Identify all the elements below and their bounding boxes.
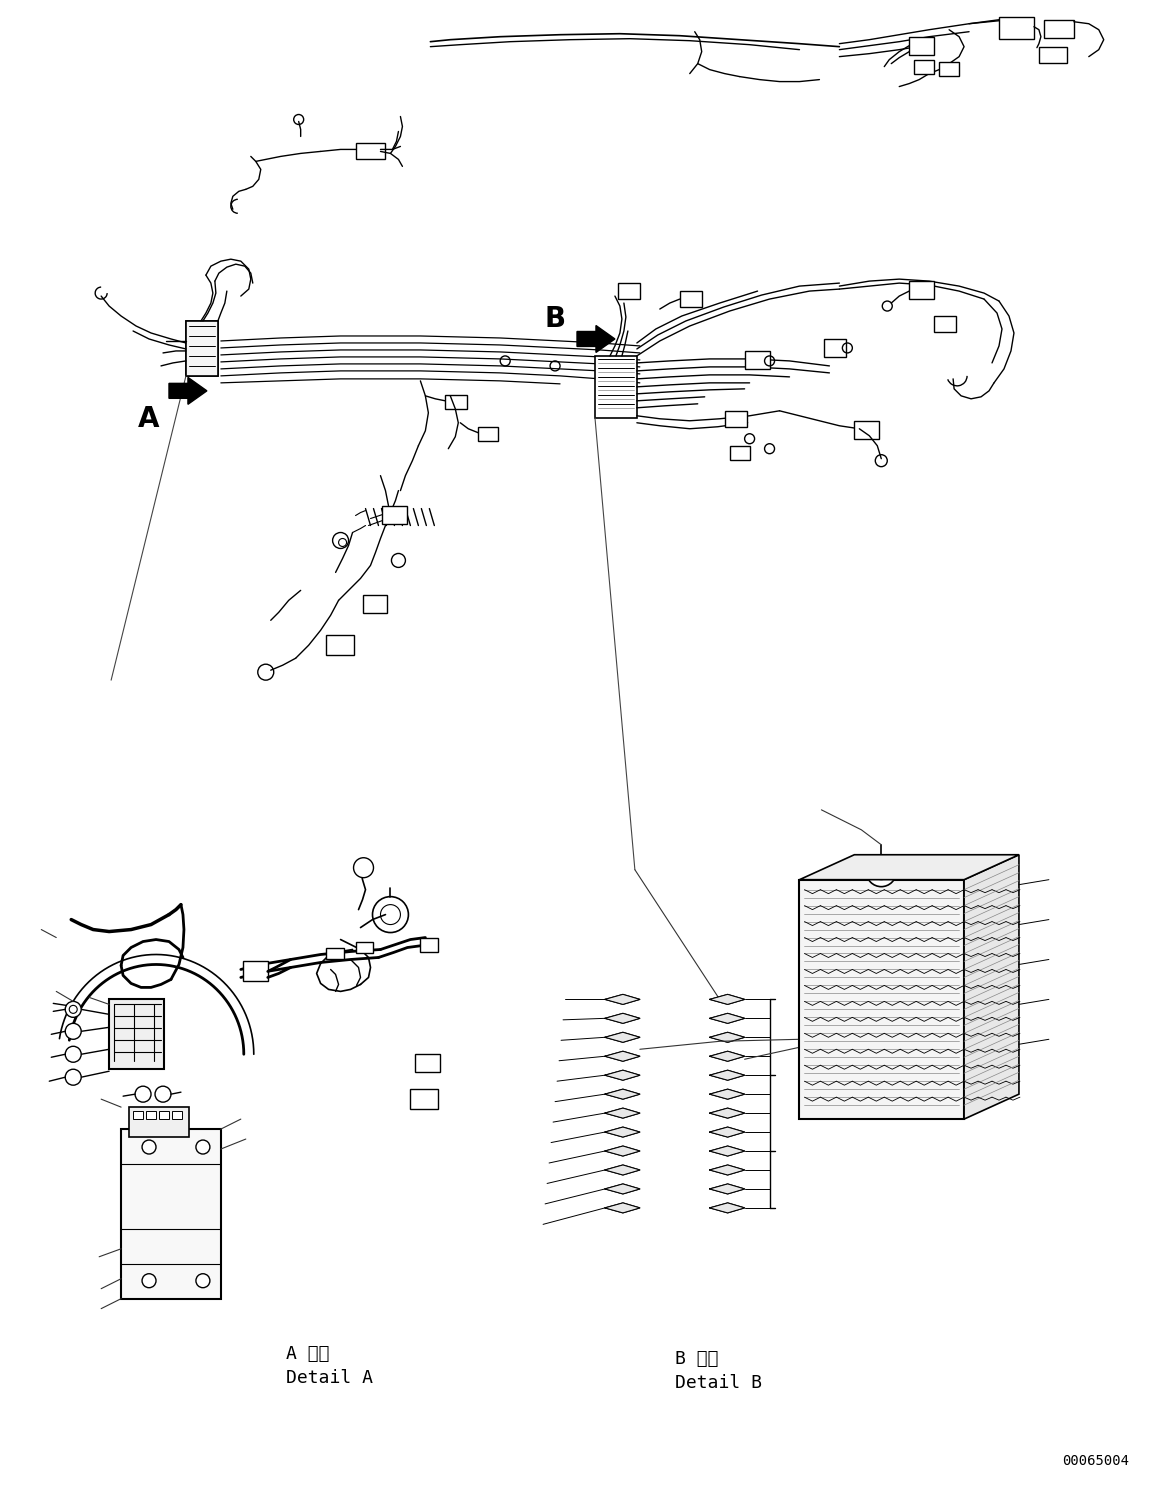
Polygon shape (709, 1089, 744, 1100)
Bar (1044, 19, 1073, 37)
Bar (159, 1112, 169, 1119)
Polygon shape (605, 1202, 640, 1213)
Bar (679, 292, 701, 307)
Bar (1039, 46, 1066, 62)
Bar (618, 283, 640, 299)
Bar (914, 60, 934, 73)
Polygon shape (605, 1126, 640, 1137)
Bar (934, 315, 956, 332)
Bar (363, 595, 387, 613)
Bar (326, 635, 354, 655)
Bar (478, 427, 498, 440)
Circle shape (354, 857, 373, 878)
Circle shape (195, 1274, 209, 1287)
Polygon shape (709, 1070, 744, 1080)
Polygon shape (605, 1070, 640, 1080)
Text: 00065004: 00065004 (1062, 1454, 1128, 1469)
Polygon shape (605, 1184, 640, 1193)
Polygon shape (799, 854, 1019, 879)
Bar (825, 339, 847, 357)
Bar (940, 61, 959, 76)
Circle shape (866, 857, 897, 887)
Polygon shape (605, 1089, 640, 1100)
Polygon shape (605, 1051, 640, 1061)
Bar (999, 16, 1034, 39)
Polygon shape (605, 1013, 640, 1024)
Circle shape (142, 1140, 156, 1155)
Bar (356, 143, 385, 159)
Polygon shape (709, 1051, 744, 1061)
Bar (186, 321, 217, 376)
Polygon shape (709, 1033, 744, 1042)
Circle shape (65, 1024, 81, 1039)
Bar (595, 356, 637, 418)
Text: B: B (544, 305, 565, 333)
Polygon shape (605, 994, 640, 1004)
Bar (109, 1000, 164, 1070)
Polygon shape (709, 1109, 744, 1117)
Circle shape (155, 1086, 171, 1103)
Text: A 詳細: A 詳細 (286, 1345, 329, 1363)
Circle shape (372, 897, 408, 933)
Bar (326, 948, 343, 960)
Circle shape (70, 1006, 77, 1013)
Polygon shape (605, 1146, 640, 1156)
Bar (909, 37, 934, 55)
Polygon shape (605, 1109, 640, 1117)
Bar (799, 879, 964, 1119)
Polygon shape (709, 1146, 744, 1156)
Circle shape (65, 1001, 81, 1018)
Circle shape (135, 1086, 151, 1103)
Circle shape (65, 1070, 81, 1085)
Circle shape (873, 863, 890, 879)
Bar (725, 411, 747, 427)
Polygon shape (964, 854, 1019, 1119)
Bar (147, 1112, 156, 1119)
Bar (420, 937, 438, 951)
Polygon shape (605, 1033, 640, 1042)
Bar (133, 1112, 143, 1119)
FancyArrow shape (169, 378, 207, 405)
Bar (729, 446, 750, 460)
Bar (744, 351, 770, 369)
Polygon shape (709, 994, 744, 1004)
Text: B 詳細: B 詳細 (675, 1350, 719, 1367)
FancyArrow shape (577, 326, 615, 353)
Polygon shape (709, 1165, 744, 1176)
Polygon shape (709, 1013, 744, 1024)
Bar (855, 421, 879, 439)
Text: A: A (138, 405, 159, 433)
Circle shape (380, 905, 400, 924)
Bar (415, 1055, 441, 1073)
Bar (121, 1129, 221, 1299)
Bar (383, 506, 407, 524)
Circle shape (142, 1274, 156, 1287)
Circle shape (65, 1046, 81, 1062)
Bar (186, 321, 217, 376)
Bar (411, 1089, 438, 1109)
Bar (356, 942, 373, 954)
Circle shape (195, 1140, 209, 1155)
Polygon shape (709, 1184, 744, 1193)
Polygon shape (709, 1202, 744, 1213)
Polygon shape (605, 1165, 640, 1176)
Polygon shape (709, 1126, 744, 1137)
Bar (909, 281, 934, 299)
Bar (445, 394, 468, 409)
Text: Detail A: Detail A (286, 1369, 372, 1387)
Bar (172, 1112, 181, 1119)
Bar (243, 961, 267, 982)
Bar (129, 1107, 188, 1137)
Text: Detail B: Detail B (675, 1375, 762, 1393)
